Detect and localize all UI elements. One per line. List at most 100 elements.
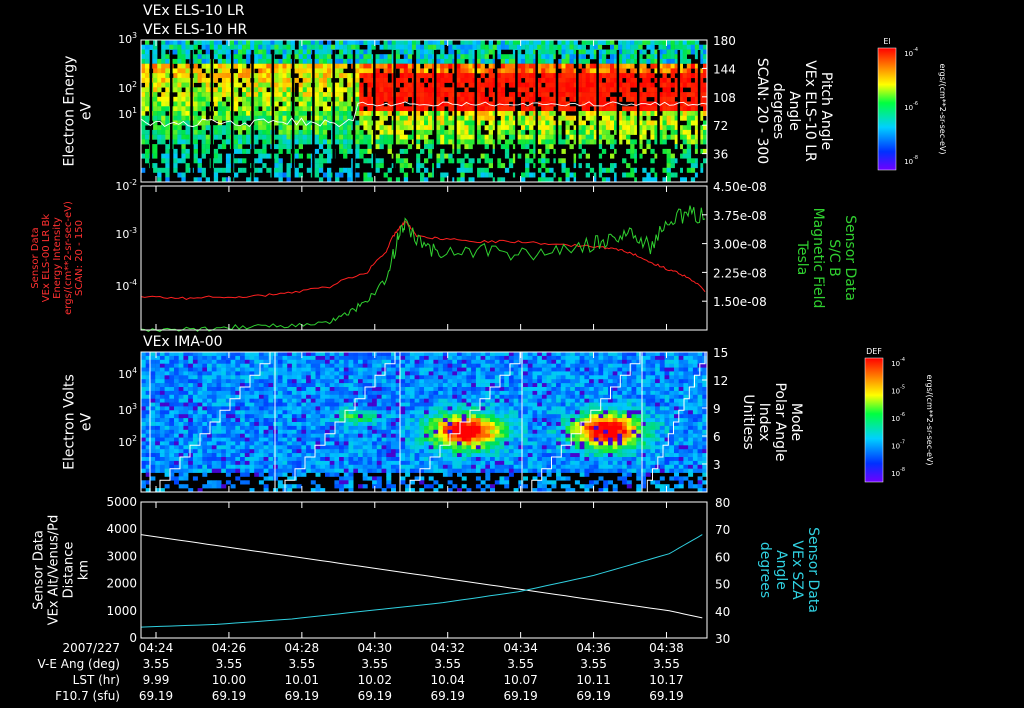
heat-cell [221, 453, 227, 458]
heat-cell [249, 422, 255, 427]
heat-cell [258, 158, 263, 164]
heat-cell [391, 363, 396, 368]
heat-cell [375, 96, 380, 102]
heat-cell [258, 63, 263, 69]
heat-cell [353, 371, 359, 376]
heat-cell [386, 460, 392, 466]
heat-cell [185, 49, 190, 55]
heat-cell [320, 387, 326, 392]
heat-cell [541, 63, 546, 69]
heat-cell [496, 92, 502, 98]
heat-cell [654, 92, 659, 98]
heat-cell [456, 144, 461, 150]
heat-cell [375, 134, 380, 140]
heat-cell [403, 158, 409, 164]
heat-cell [157, 68, 162, 74]
heat-cell [545, 73, 550, 79]
heat-cell [315, 488, 321, 493]
heat-cell [318, 73, 324, 79]
heat-cell [448, 92, 453, 98]
heat-cell [217, 153, 223, 159]
heat-cell [211, 422, 217, 427]
heat-cell [348, 390, 354, 396]
heat-cell [634, 54, 639, 60]
heat-cell [273, 464, 279, 469]
heat-cell [181, 96, 186, 102]
heat-cell [282, 394, 288, 399]
heat-cell [339, 457, 345, 462]
heat-cell [282, 44, 287, 50]
heat-cell [638, 40, 643, 45]
heat-cell [266, 96, 271, 102]
heat-cell [358, 379, 363, 384]
heat-cell [403, 73, 409, 79]
heat-cell [561, 58, 566, 64]
title-ima: VEx IMA-00 [143, 334, 223, 350]
heat-cell [424, 63, 429, 69]
heat-cell [164, 460, 170, 466]
heat-cell [339, 433, 345, 438]
heat-cell [310, 394, 316, 399]
heat-cell [403, 115, 409, 121]
heat-cell [339, 101, 344, 107]
heat-cell [235, 379, 241, 384]
heat-cell [205, 139, 210, 145]
heat-cell [216, 367, 222, 372]
heat-cell [512, 73, 518, 79]
heat-cell [145, 139, 150, 145]
heat-cell [626, 77, 631, 83]
heat-cell [703, 106, 708, 112]
heat-cell [287, 363, 293, 368]
heat-cell [436, 58, 441, 64]
heat-cell [614, 96, 619, 102]
heat-cell [424, 106, 429, 112]
heat-cell [682, 58, 687, 64]
heat-cell [157, 111, 162, 116]
heat-cell [403, 54, 409, 60]
heat-cell [192, 402, 198, 407]
heat-cell [525, 115, 530, 121]
heat-cell [424, 49, 429, 55]
heat-cell [174, 406, 179, 411]
heat-cell [372, 398, 378, 403]
heat-cell [334, 414, 340, 419]
heat-cell [178, 476, 184, 481]
heat-cell [610, 54, 615, 60]
heat-cell [525, 44, 530, 50]
heat-cell [557, 44, 562, 50]
heat-cell [282, 139, 287, 145]
heat-cell [238, 106, 243, 112]
heat-cell [545, 44, 550, 50]
heat-cell [181, 82, 186, 88]
heat-cell [537, 44, 542, 50]
heat-cell [268, 390, 274, 396]
heat-cell [694, 77, 700, 83]
heat-cell [622, 158, 627, 164]
heat-cell [517, 44, 522, 50]
heat-cell [325, 433, 330, 438]
heat-cell [174, 441, 179, 446]
heat-cell [159, 410, 165, 415]
heat-cell [318, 139, 324, 145]
heat-cell [581, 125, 586, 131]
heat-cell [274, 163, 279, 169]
heat-cell [230, 418, 236, 423]
heat-cell [145, 441, 151, 446]
heat-cell [387, 96, 392, 102]
heat-cell [254, 468, 260, 473]
heat-cell [504, 111, 510, 116]
heat-cell [302, 58, 307, 64]
heat-cell [512, 96, 518, 102]
heat-cell [480, 120, 485, 126]
heat-cell [674, 158, 679, 164]
heat-cell [225, 425, 231, 431]
heat-cell [327, 148, 332, 154]
heat-cell [642, 106, 647, 112]
heat-cell [537, 92, 542, 98]
heat-cell [381, 406, 387, 411]
heat-cell [386, 437, 392, 442]
heat-cell [703, 139, 708, 145]
heat-cell [694, 134, 700, 140]
heat-cell [225, 445, 231, 450]
heat-cell [291, 359, 297, 364]
